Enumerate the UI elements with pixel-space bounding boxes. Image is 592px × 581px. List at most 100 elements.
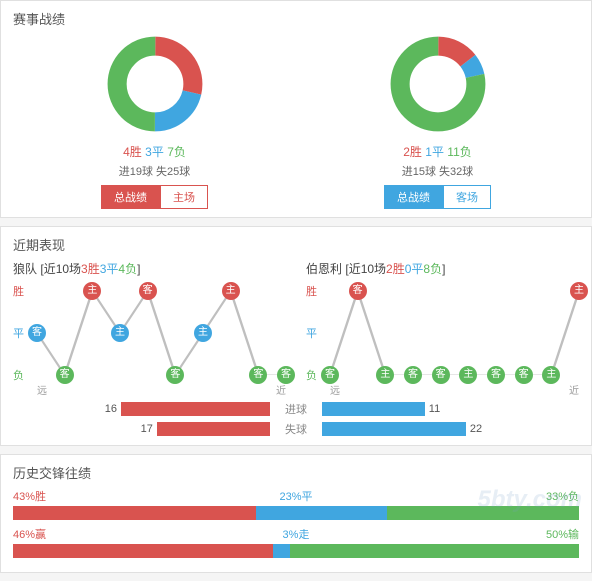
history-seg [256,506,386,520]
right-win: 2胜 [403,145,422,159]
recent-left-title: 狼队 [近10场3胜3平4负] [13,260,286,277]
history-seg [290,544,579,558]
h1-c-lbl: 33%负 [546,488,579,504]
bar2-r-fill [322,422,466,436]
bar1-right: 11 [322,402,579,416]
ylabel-draw: 平 [13,325,24,341]
recent-panel: 近期表现 狼队 [近10场3胜3平4负] 胜 平 负 客客主主客客主主客客 远 … [0,226,592,446]
h1-b-lbl: 23%平 [279,488,312,504]
right-losses: 8负 [423,262,442,276]
yaxis-right: 胜 平 负 [306,283,317,383]
donut-row: 4胜 3平 7负 进19球 失25球 总战绩 主场 2胜 1平 11负 进15球… [13,34,579,209]
bar1-center: 进球 [276,401,316,417]
right-wins: 2胜 [386,262,405,276]
h2-c-lbl: 50%输 [546,526,579,542]
match-record-panel: 赛事战绩 4胜 3平 7负 进19球 失25球 总战绩 主场 2胜 1平 11负… [0,0,592,218]
left-btn-group: 总战绩 主场 [101,185,208,209]
history-row1-labels: 43%胜 23%平 33%负 [13,488,579,504]
summary-prefix-r: [近10场 [345,262,386,276]
result-node: 主 [570,282,588,300]
xlabel-far-r: 远 [330,382,340,397]
history-seg [13,506,256,520]
history-row2: 46%赢 3%走 50%输 [13,526,579,558]
history-bar2 [13,544,579,558]
summary-prefix: [近10场 [40,262,81,276]
right-draws: 0平 [405,262,424,276]
bar2-center: 失球 [276,421,316,437]
history-seg [273,544,290,558]
result-node: 客 [28,324,46,342]
result-node: 主 [111,324,129,342]
bar2-l-label: 17 [137,423,157,435]
left-draws: 3平 [100,262,119,276]
donut-left-stats: 4胜 3平 7负 [101,143,208,160]
right-draw: 1平 [425,145,444,159]
left-loss: 7负 [167,145,186,159]
result-node: 客 [349,282,367,300]
bar1-l-fill [121,402,270,416]
result-node: 主 [83,282,101,300]
plot-right: 客客主客客主客客主主 [330,291,579,375]
right-btn-group: 总战绩 客场 [384,185,491,209]
history-row2-labels: 46%赢 3%走 50%输 [13,526,579,542]
left-btn-total[interactable]: 总战绩 [101,185,160,209]
team-name-right: 伯恩利 [306,262,342,276]
right-loss: 11负 [447,145,471,159]
right-goals: 进15球 失32球 [384,163,491,179]
left-btn-home[interactable]: 主场 [160,185,208,209]
h1-a-lbl: 43%胜 [13,488,46,504]
xlabel-near-r: 近 [569,382,579,397]
history-seg [387,506,579,520]
bar1-l-label: 16 [101,403,121,415]
donut-right-stats: 2胜 1平 11负 [384,143,491,160]
yaxis-left: 胜 平 负 [13,283,24,383]
ylabel-win: 胜 [13,283,24,299]
xaxis-right: 远 近 [330,382,579,397]
recent-right-title: 伯恩利 [近10场2胜0平8负] [306,260,579,277]
left-losses: 4负 [118,262,137,276]
left-win: 4胜 [123,145,142,159]
ylabel-loss-r: 负 [306,367,317,383]
left-wins: 3胜 [81,262,100,276]
bar1-r-label: 11 [425,403,444,415]
history-seg [13,544,273,558]
graph-right: 胜 平 负 客客主客客主客客主主 远 近 [306,283,579,383]
right-btn-away[interactable]: 客场 [443,185,491,209]
donut-right-chart [388,34,488,134]
center-bars: 16 进球 11 17 失球 22 [13,401,579,437]
result-node: 客 [139,282,157,300]
bar1-r-fill [322,402,425,416]
right-btn-total[interactable]: 总战绩 [384,185,443,209]
history-row1: 43%胜 23%平 33%负 [13,488,579,520]
ylabel-loss: 负 [13,367,24,383]
h2-a-lbl: 46%赢 [13,526,46,542]
ylabel-win-r: 胜 [306,283,317,299]
bar2-right: 22 [322,422,579,436]
bar2-l-fill [157,422,270,436]
match-record-title: 赛事战绩 [13,9,579,28]
result-node: 主 [194,324,212,342]
donut-left-chart [105,34,205,134]
ylabel-draw-r: 平 [306,325,317,341]
bar2-left: 17 [13,422,270,436]
team-name-left: 狼队 [13,262,37,276]
donut-right: 2胜 1平 11负 进15球 失32球 总战绩 客场 [384,34,491,209]
result-node: 主 [222,282,240,300]
left-goals: 进19球 失25球 [101,163,208,179]
xlabel-far: 远 [37,382,47,397]
summary-suffix-r: ] [442,262,445,276]
xlabel-near: 近 [276,382,286,397]
history-bar1 [13,506,579,520]
bar1-left: 16 [13,402,270,416]
recent-right: 伯恩利 [近10场2胜0平8负] 胜 平 负 客客主客客主客客主主 远 近 [306,260,579,383]
history-panel: 历史交锋往绩 43%胜 23%平 33%负 46%赢 3%走 50%输 [0,454,592,573]
recent-title: 近期表现 [13,235,579,254]
recent-left: 狼队 [近10场3胜3平4负] 胜 平 负 客客主主客客主主客客 远 近 [13,260,286,383]
summary-suffix: ] [137,262,140,276]
recent-row: 狼队 [近10场3胜3平4负] 胜 平 负 客客主主客客主主客客 远 近 伯恩利… [13,260,579,383]
xaxis-left: 远 近 [37,382,286,397]
history-title: 历史交锋往绩 [13,463,579,482]
left-draw: 3平 [145,145,164,159]
plot-left: 客客主主客客主主客客 [37,291,286,375]
graph-left: 胜 平 负 客客主主客客主主客客 远 近 [13,283,286,383]
